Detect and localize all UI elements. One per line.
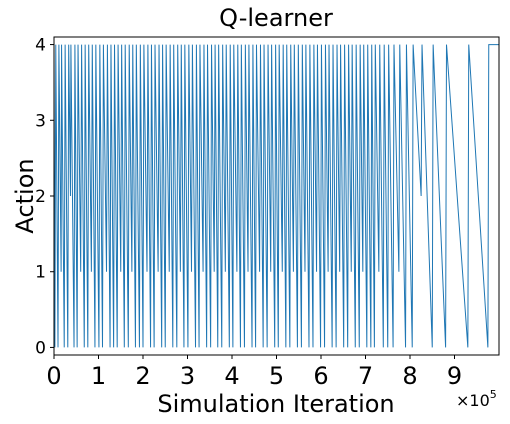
x-tick-label: 0 [46,362,61,390]
y-tick-label: 1 [35,263,46,283]
y-tick-label: 3 [35,111,46,131]
y-tick-label: 4 [35,36,46,56]
x-offset-exponent: 5 [490,388,497,401]
x-tick-label: 6 [313,362,328,390]
x-tick-label: 2 [135,362,150,390]
x-offset-base: ×10 [456,391,490,410]
x-tick-label: 7 [358,362,373,390]
y-axis-label: Action [11,158,39,233]
x-tick-label: 8 [402,362,417,390]
x-tick-label: 4 [224,362,239,390]
x-tick-label: 3 [180,362,195,390]
chart-title: Q-learner [219,4,333,32]
series-line-0 [54,45,499,348]
y-tick-label: 0 [35,338,46,358]
x-tick-label: 9 [447,362,462,390]
x-axis-label: Simulation Iteration [157,390,394,418]
x-offset-label: ×105 [456,388,497,410]
x-tick-label: 5 [269,362,284,390]
series-layer [54,45,499,348]
x-tick-label: 1 [91,362,106,390]
